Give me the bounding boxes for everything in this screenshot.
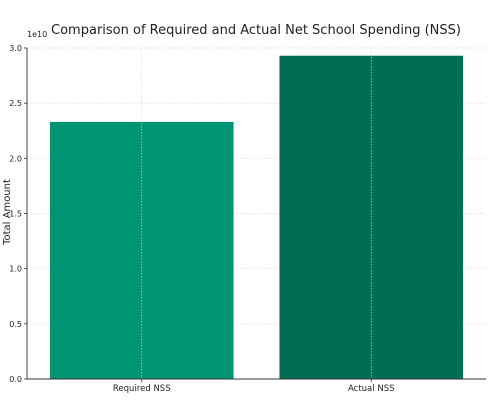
y-tick-label: 2.0 [9, 154, 22, 163]
x-tick-label: Required NSS [113, 384, 171, 394]
chart-title: Comparison of Required and Actual Net Sc… [51, 23, 461, 38]
y-tick-label: 1.0 [9, 265, 22, 274]
y-axis-offset-label: 1e10 [27, 30, 47, 39]
y-tick-label: 3.0 [9, 44, 22, 53]
y-axis-label: Total Amount [2, 179, 13, 246]
y-tick-label: 2.5 [9, 99, 22, 108]
y-tick-label: 0.0 [9, 375, 22, 384]
label-layer: Comparison of Required and Actual Net Sc… [2, 23, 461, 394]
y-tick-label: 0.5 [9, 320, 22, 329]
y-tick-label: 1.5 [9, 210, 22, 219]
x-tick-label: Actual NSS [348, 384, 394, 394]
bar-layer [49, 48, 464, 380]
